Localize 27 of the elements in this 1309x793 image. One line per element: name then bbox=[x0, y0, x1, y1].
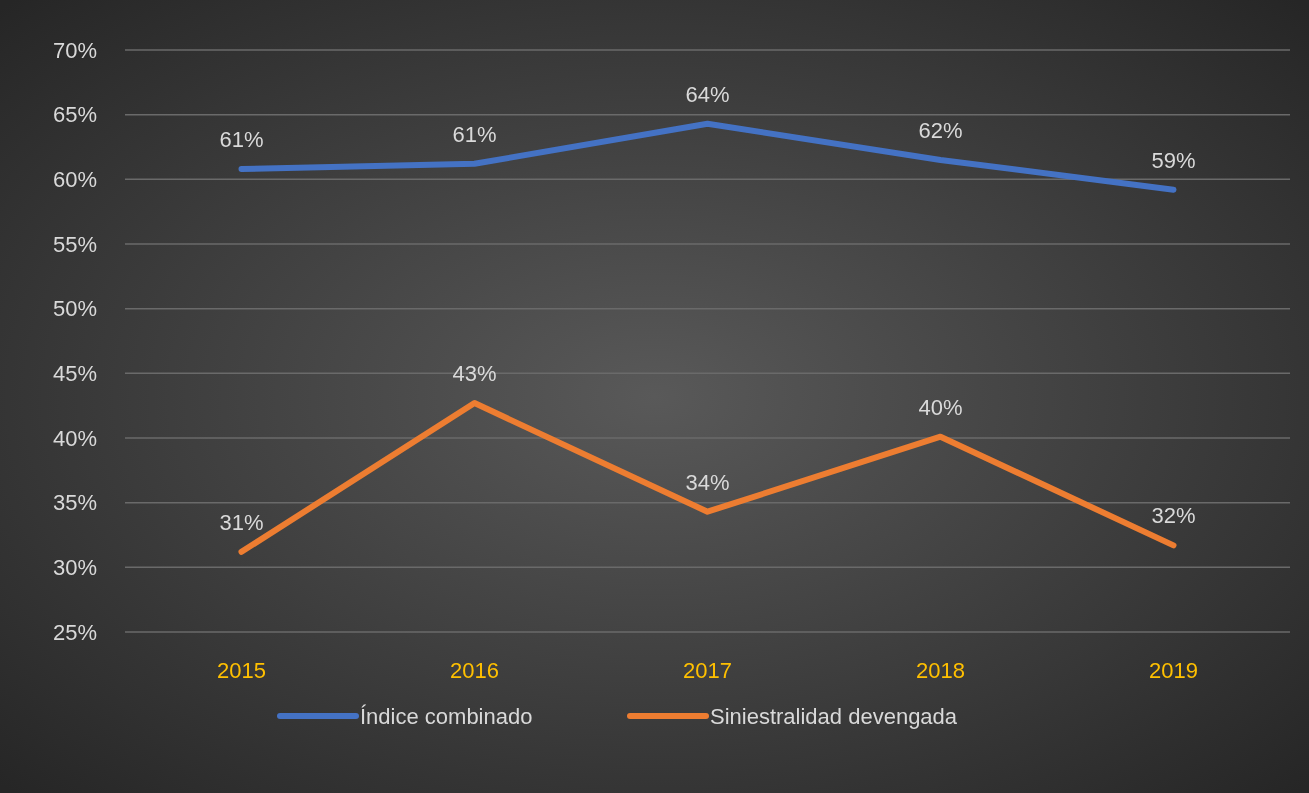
x-tick-label: 2017 bbox=[683, 657, 732, 683]
data-label: 34% bbox=[685, 469, 730, 495]
legend-label: Siniestralidad devengada bbox=[710, 703, 958, 729]
y-tick-label: 60% bbox=[52, 167, 97, 193]
data-label: 31% bbox=[219, 509, 264, 535]
data-label: 32% bbox=[1151, 503, 1196, 529]
y-tick-label: 45% bbox=[52, 361, 97, 387]
y-tick-label: 40% bbox=[52, 425, 97, 451]
data-label: 43% bbox=[452, 361, 497, 387]
data-label: 61% bbox=[452, 121, 497, 147]
x-tick-label: 2019 bbox=[1149, 657, 1198, 683]
y-tick-label: 30% bbox=[52, 555, 97, 581]
y-tick-label: 25% bbox=[52, 619, 97, 645]
y-tick-label: 65% bbox=[52, 102, 97, 128]
y-tick-label: 50% bbox=[52, 296, 97, 322]
x-tick-label: 2015 bbox=[217, 657, 266, 683]
x-tick-label: 2016 bbox=[450, 657, 499, 683]
data-label: 40% bbox=[918, 394, 963, 420]
y-tick-label: 70% bbox=[52, 37, 97, 63]
legend-label: Índice combinado bbox=[360, 703, 533, 729]
data-label: 62% bbox=[918, 117, 963, 143]
x-tick-label: 2018 bbox=[916, 657, 965, 683]
y-tick-label: 35% bbox=[52, 490, 97, 516]
data-label: 61% bbox=[219, 126, 264, 152]
data-label: 59% bbox=[1151, 147, 1196, 173]
data-label: 64% bbox=[685, 81, 730, 107]
y-tick-label: 55% bbox=[52, 231, 97, 257]
